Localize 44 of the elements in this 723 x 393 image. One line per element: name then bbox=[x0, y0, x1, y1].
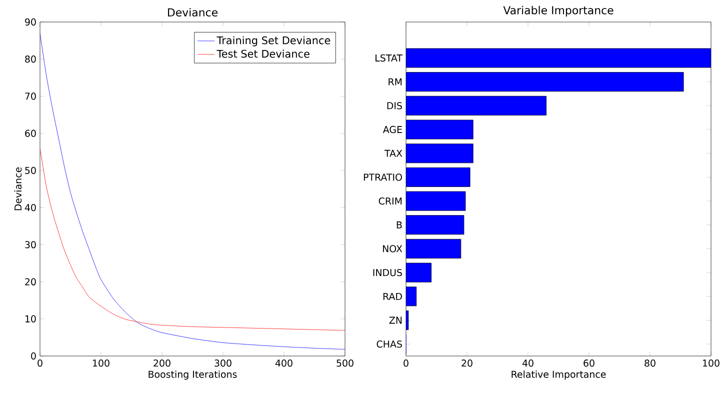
y-tick-label: 0 bbox=[31, 352, 36, 360]
x-axis-title: Relative Importance bbox=[512, 370, 606, 380]
y-tick-label: 90 bbox=[25, 18, 36, 26]
y-tick-label: PTRATIO bbox=[364, 174, 402, 181]
y-tick-label: B bbox=[396, 221, 402, 228]
y-tick-label: 80 bbox=[25, 56, 36, 63]
x-tick-label: 20 bbox=[462, 360, 472, 367]
x-tick-label: 0 bbox=[38, 360, 42, 367]
y-tick-label: 40 bbox=[24, 204, 36, 212]
y-tick-label: 70 bbox=[25, 92, 36, 100]
y-tick-label: AGE bbox=[382, 126, 402, 134]
y-tick-label: 30 bbox=[25, 241, 36, 248]
x-tick-label: 60 bbox=[584, 360, 594, 367]
x-tick-label: 40 bbox=[522, 360, 534, 367]
y-tick-label: NOX bbox=[383, 245, 402, 252]
line-series bbox=[40, 148, 345, 331]
legend-label: Test Set Deviance bbox=[216, 50, 310, 58]
y-tick-label: 50 bbox=[25, 166, 36, 174]
y-tick-label: CRIM bbox=[378, 197, 402, 205]
y-axis-title: Deviance bbox=[14, 167, 22, 210]
y-tick-label: LSTAT bbox=[376, 54, 403, 62]
y-tick-label: 20 bbox=[25, 278, 36, 286]
y-tick-label: CHAS bbox=[376, 340, 402, 348]
x-axis-title: Boosting Iterations bbox=[148, 370, 237, 380]
legend-label: Training Set Deviance bbox=[216, 36, 330, 46]
y-tick-label: TAX bbox=[384, 150, 402, 157]
x-tick-label: 100 bbox=[93, 360, 110, 367]
y-tick-label: DIS bbox=[387, 102, 402, 110]
x-tick-label: 400 bbox=[275, 360, 292, 367]
y-tick-label: 10 bbox=[25, 315, 36, 322]
chart-title: Variable Importance bbox=[503, 6, 614, 16]
line-series bbox=[40, 32, 345, 350]
x-tick-label: 100 bbox=[703, 360, 720, 367]
x-tick-label: 300 bbox=[214, 360, 232, 367]
y-tick-label: RM bbox=[388, 78, 402, 86]
y-tick-label: 60 bbox=[25, 130, 36, 137]
x-tick-label: 80 bbox=[644, 360, 656, 367]
y-tick-label: INDUS bbox=[373, 268, 402, 276]
y-tick-label: RAD bbox=[383, 292, 402, 300]
y-tick-label: ZN bbox=[389, 316, 402, 324]
x-tick-label: 0 bbox=[404, 360, 408, 367]
x-tick-label: 200 bbox=[154, 360, 170, 367]
x-tick-label: 500 bbox=[336, 360, 354, 367]
chart-title: Deviance bbox=[168, 8, 218, 16]
